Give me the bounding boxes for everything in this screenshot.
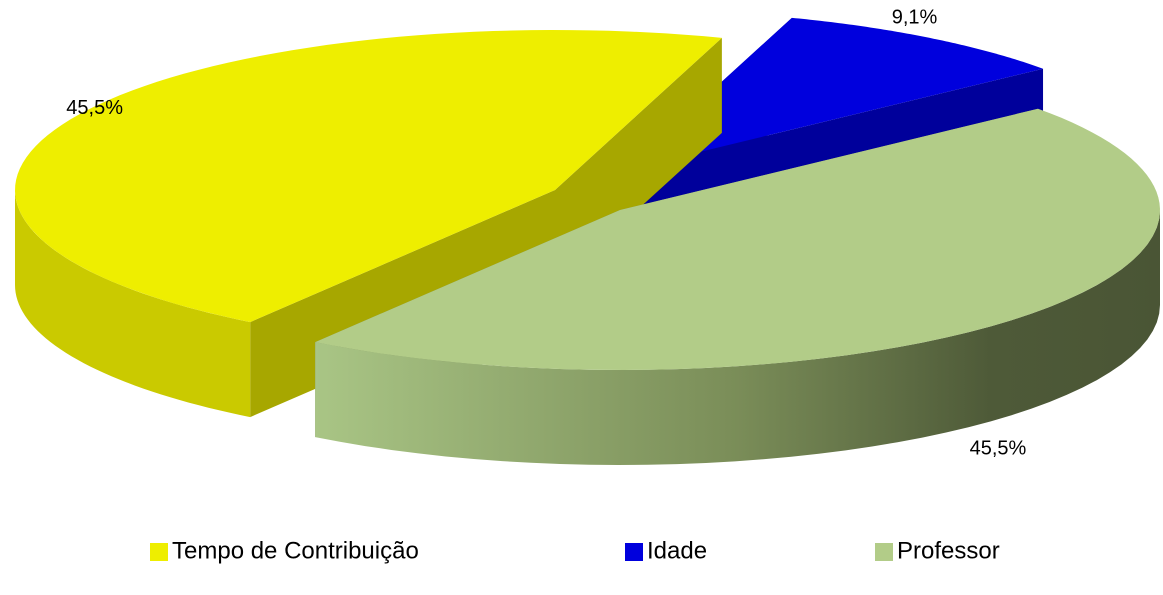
legend-label: Idade [647,537,707,564]
legend-swatch [150,543,168,561]
slice-wall [315,210,1160,465]
legend-swatch [875,543,893,561]
slice [15,30,722,323]
data-label: 45,5% [66,97,123,119]
legend-swatch [625,543,643,561]
slice [625,17,1044,170]
slice-wall [15,190,251,418]
data-label: 9,1% [892,6,938,28]
slice [315,108,1160,370]
data-label: 45,5% [970,438,1027,460]
legend-label: Tempo de Contribuição [172,537,419,564]
legend-label: Professor [897,537,1000,564]
